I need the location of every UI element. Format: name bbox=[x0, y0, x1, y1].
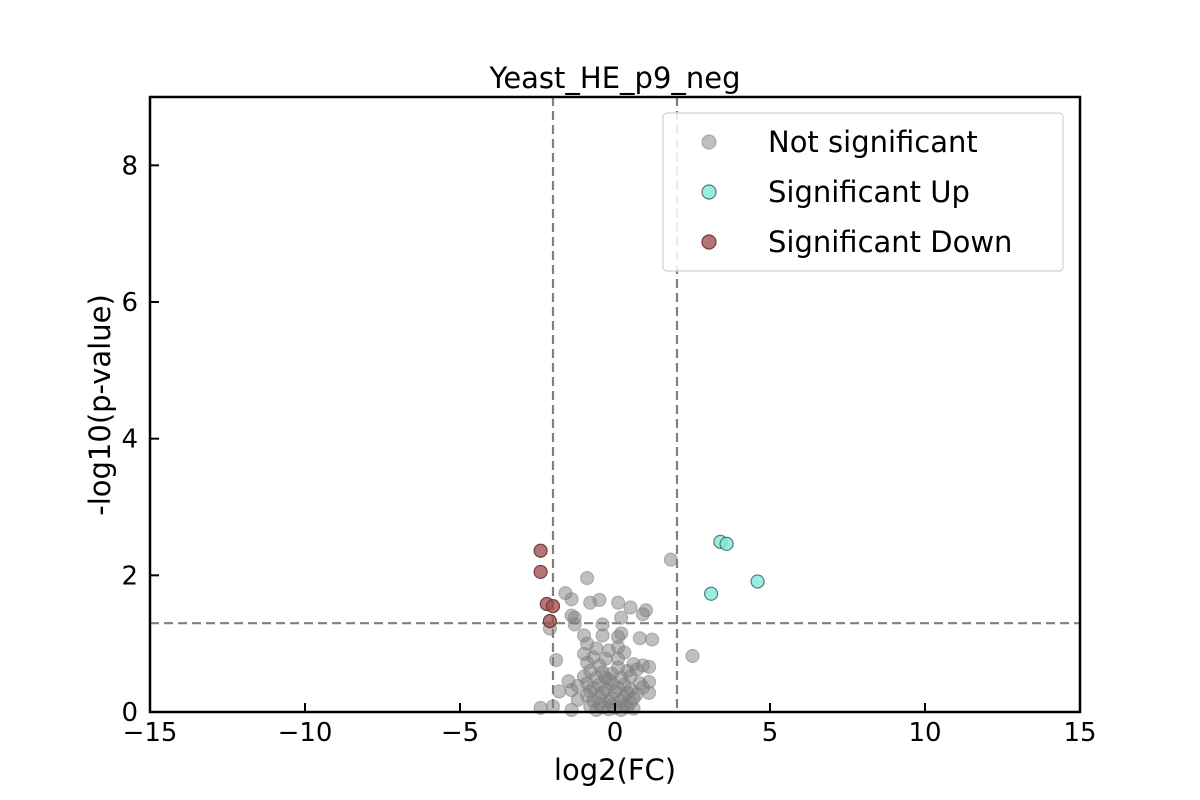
legend-label: Significant Up bbox=[768, 175, 970, 209]
point-not-significant bbox=[579, 570, 595, 586]
legend-marker bbox=[701, 184, 717, 200]
legend-marker bbox=[701, 234, 717, 250]
point-not-significant bbox=[623, 600, 638, 615]
point-significant-down bbox=[542, 614, 558, 629]
x-tick-label: 10 bbox=[908, 718, 941, 748]
x-tick-label: −5 bbox=[441, 718, 479, 748]
point-not-significant bbox=[614, 610, 629, 625]
point-not-significant bbox=[685, 648, 700, 664]
point-not-significant bbox=[564, 702, 579, 718]
chart-title: Yeast_HE_p9_neg bbox=[488, 61, 740, 95]
point-significant-down bbox=[533, 543, 548, 558]
point-not-significant bbox=[564, 592, 579, 607]
x-tick-label: 0 bbox=[607, 718, 624, 748]
point-not-significant bbox=[641, 685, 657, 700]
point-not-significant bbox=[595, 628, 610, 643]
point-significant-down bbox=[533, 564, 548, 580]
point-not-significant bbox=[641, 659, 657, 675]
legend-label: Significant Down bbox=[768, 225, 1012, 259]
point-not-significant bbox=[552, 684, 567, 699]
point-not-significant bbox=[592, 592, 607, 608]
point-not-significant bbox=[589, 702, 604, 718]
point-not-significant bbox=[645, 632, 660, 647]
y-tick-label: 8 bbox=[121, 151, 138, 181]
point-not-significant bbox=[567, 617, 582, 632]
point-not-significant bbox=[663, 552, 678, 567]
x-tick-label: −15 bbox=[123, 718, 178, 748]
y-tick-label: 6 bbox=[121, 288, 138, 318]
x-axis-title: log2(FC) bbox=[554, 753, 676, 787]
axis-ticks: −15 −10 −5 0 5 10 15 0 2 4 6 8 bbox=[121, 151, 1096, 748]
point-significant-down bbox=[545, 598, 561, 614]
y-tick-label: 0 bbox=[121, 698, 138, 728]
point-not-significant bbox=[610, 595, 626, 610]
point-not-significant bbox=[635, 607, 651, 622]
point-not-significant bbox=[548, 652, 564, 668]
point-not-significant bbox=[632, 631, 647, 646]
legend-marker bbox=[701, 134, 717, 150]
y-tick-label: 2 bbox=[121, 561, 138, 591]
point-significant-up bbox=[750, 574, 765, 589]
legend: Not significant Significant Up Significant… bbox=[662, 112, 1064, 272]
x-tick-label: 15 bbox=[1063, 718, 1096, 748]
y-tick-label: 4 bbox=[121, 425, 138, 455]
y-axis-title: -log10(p-value) bbox=[83, 294, 117, 516]
legend-label: Not significant bbox=[768, 125, 978, 159]
point-significant-up bbox=[719, 536, 734, 552]
x-tick-label: −10 bbox=[278, 718, 333, 748]
x-tick-label: 5 bbox=[762, 718, 779, 748]
point-not-significant bbox=[601, 702, 616, 717]
point-not-significant bbox=[614, 702, 629, 718]
legend-frame bbox=[662, 112, 1064, 272]
point-significant-up bbox=[703, 586, 719, 601]
point-not-significant bbox=[598, 670, 613, 685]
point-not-significant bbox=[570, 692, 585, 707]
